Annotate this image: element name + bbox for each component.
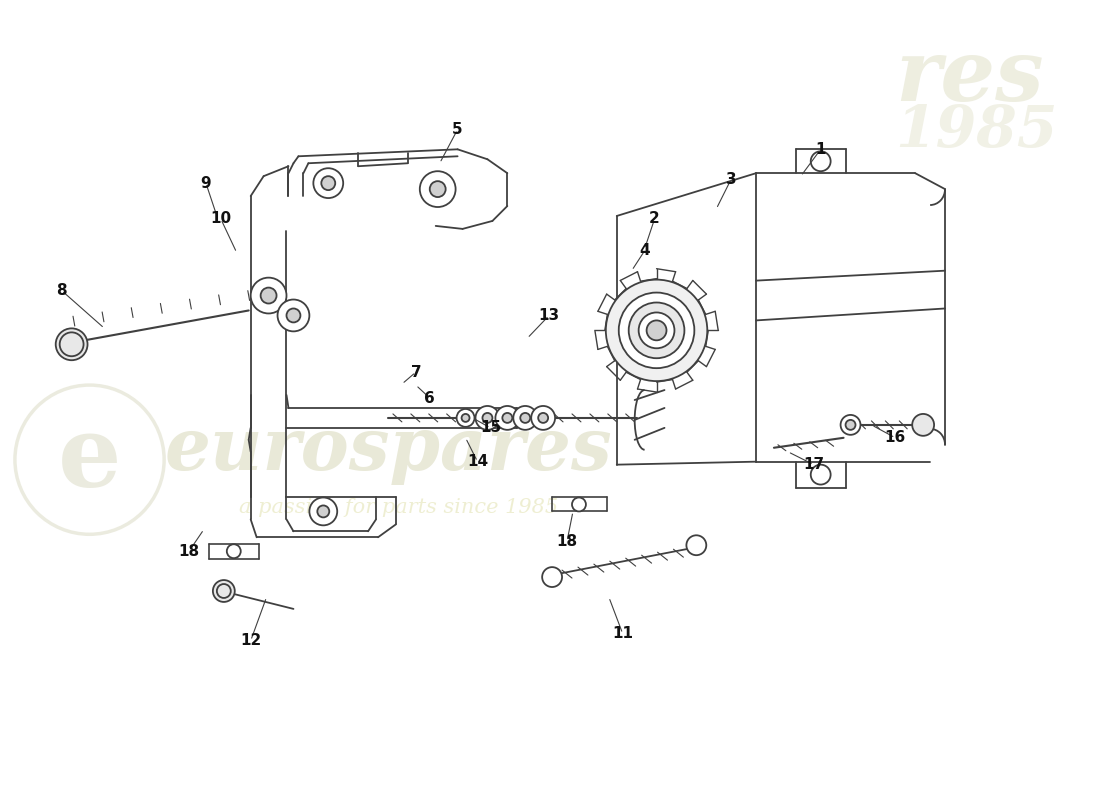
Text: 4: 4 (639, 243, 650, 258)
Circle shape (227, 544, 241, 558)
Text: 5: 5 (452, 122, 463, 137)
Circle shape (686, 535, 706, 555)
Circle shape (840, 415, 860, 435)
Circle shape (639, 313, 674, 348)
Circle shape (430, 181, 446, 197)
Circle shape (811, 151, 830, 171)
Text: 10: 10 (210, 211, 231, 226)
Circle shape (213, 580, 234, 602)
Circle shape (261, 287, 276, 303)
Text: 17: 17 (803, 457, 824, 472)
Text: 2: 2 (649, 211, 660, 226)
Text: 1985: 1985 (895, 103, 1058, 160)
Circle shape (462, 414, 470, 422)
Circle shape (277, 299, 309, 331)
Text: eurospares: eurospares (164, 414, 612, 486)
Circle shape (572, 498, 586, 511)
Text: 14: 14 (466, 454, 488, 469)
Text: 11: 11 (613, 626, 634, 642)
Text: 18: 18 (178, 544, 199, 558)
Circle shape (531, 406, 556, 430)
Circle shape (56, 328, 88, 360)
Circle shape (309, 498, 338, 526)
Circle shape (286, 309, 300, 322)
Text: 12: 12 (240, 634, 262, 648)
Text: 7: 7 (410, 365, 421, 380)
Text: 15: 15 (480, 420, 501, 435)
Circle shape (520, 413, 530, 423)
Circle shape (811, 465, 830, 485)
Text: 8: 8 (56, 283, 67, 298)
Text: a passion for parts since 1985: a passion for parts since 1985 (239, 498, 558, 517)
Circle shape (251, 278, 286, 314)
Circle shape (59, 332, 84, 356)
Text: 18: 18 (557, 534, 578, 549)
Circle shape (606, 280, 707, 381)
Circle shape (514, 406, 537, 430)
Circle shape (314, 168, 343, 198)
Circle shape (420, 171, 455, 207)
Circle shape (629, 302, 684, 358)
Text: 3: 3 (726, 172, 737, 186)
Circle shape (317, 506, 329, 518)
Text: 9: 9 (200, 176, 211, 190)
Text: res: res (895, 35, 1044, 118)
Circle shape (618, 293, 694, 368)
Text: 6: 6 (425, 390, 436, 406)
Circle shape (456, 409, 474, 427)
Circle shape (846, 420, 856, 430)
Text: 16: 16 (884, 430, 906, 446)
Text: e: e (57, 411, 121, 508)
Text: 1: 1 (815, 142, 826, 157)
Circle shape (483, 413, 493, 423)
Circle shape (538, 413, 548, 423)
Circle shape (503, 413, 513, 423)
Circle shape (647, 321, 667, 340)
Circle shape (542, 567, 562, 587)
Circle shape (912, 414, 934, 436)
Circle shape (321, 176, 336, 190)
Circle shape (475, 406, 499, 430)
Circle shape (217, 584, 231, 598)
Circle shape (495, 406, 519, 430)
Text: 13: 13 (539, 308, 560, 323)
